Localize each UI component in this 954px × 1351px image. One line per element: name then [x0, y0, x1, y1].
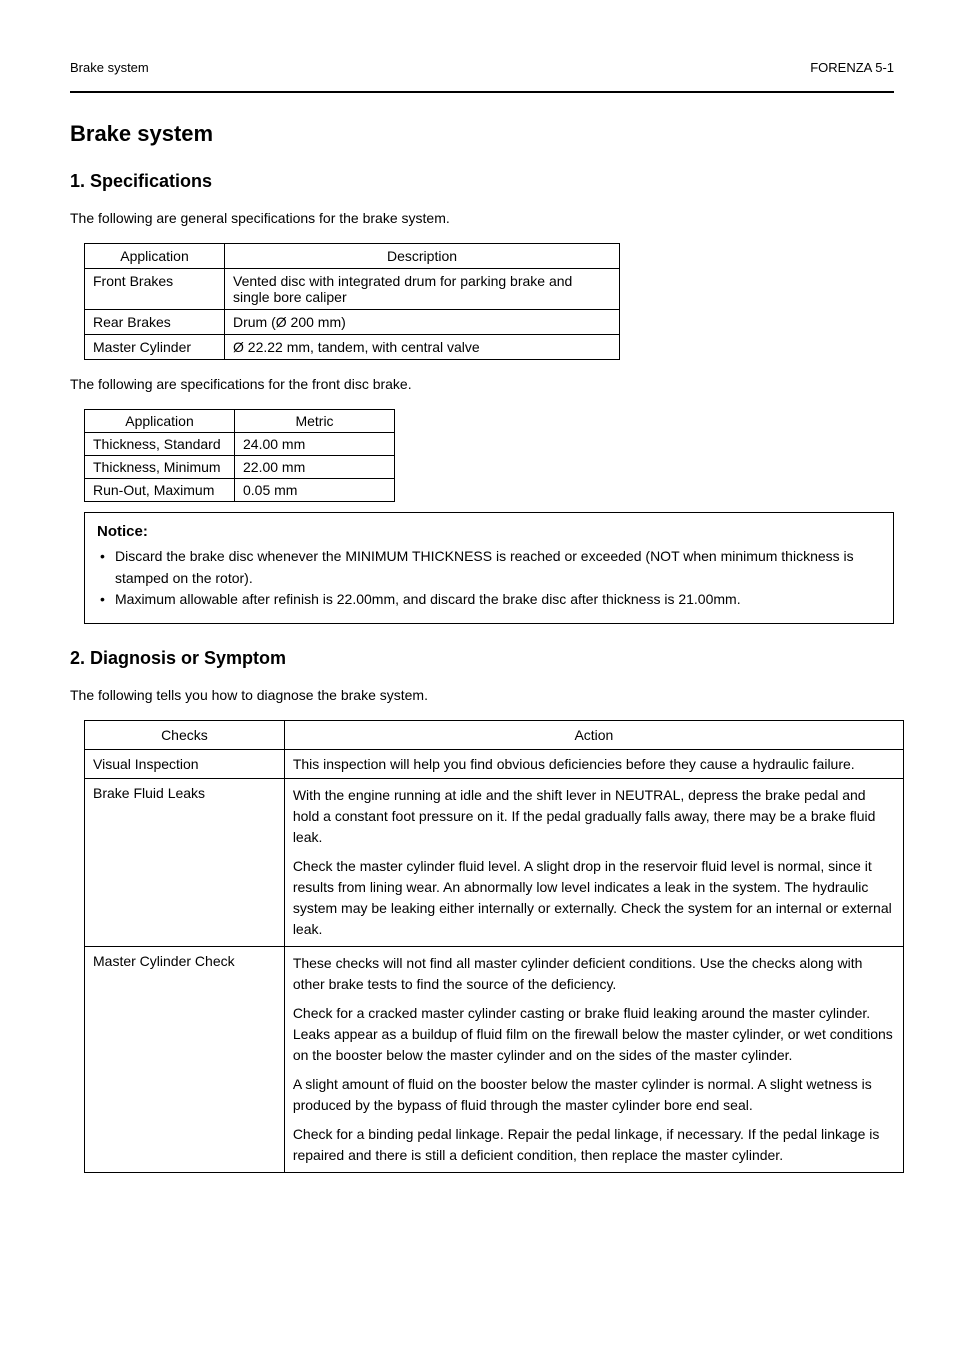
table-row: Master Cylinder Ø 22.22 mm, tandem, with…: [85, 335, 620, 360]
table3-action-cell: With the engine running at idle and the …: [284, 779, 903, 947]
table2-cell: Run-Out, Maximum: [85, 479, 235, 502]
table-row: Rear Brakes Drum (Ø 200 mm): [85, 310, 620, 335]
notice-item: Maximum allowable after refinish is 22.0…: [97, 589, 881, 611]
notice-box: Notice: Discard the brake disc whenever …: [84, 512, 894, 624]
table3-action-paragraph: Check for a cracked master cylinder cast…: [293, 1003, 895, 1066]
diagnosis-table: Checks Action Visual Inspection This ins…: [84, 720, 904, 1173]
table3-action-paragraph: With the engine running at idle and the …: [293, 785, 895, 848]
notice-title: Notice:: [97, 523, 881, 540]
general-spec-table: Application Description Front Brakes Ven…: [84, 243, 620, 360]
section2-intro: The following tells you how to diagnose …: [70, 685, 894, 706]
table-row: Thickness, Standard 24.00 mm: [85, 433, 395, 456]
table3-header-checks: Checks: [85, 721, 285, 750]
table2-cell: Thickness, Standard: [85, 433, 235, 456]
table1-cell: Front Brakes: [85, 269, 225, 310]
table-row: Visual Inspection This inspection will h…: [85, 750, 904, 779]
header-right: FORENZA 5-1: [810, 60, 894, 75]
table3-action-cell: These checks will not find all master cy…: [284, 947, 903, 1173]
header-rule: [70, 91, 894, 93]
table3-action-paragraph: These checks will not find all master cy…: [293, 953, 895, 995]
table2-header-metric: Metric: [235, 410, 395, 433]
table3-checks-cell: Master Cylinder Check: [85, 947, 285, 1173]
table2-cell: 24.00 mm: [235, 433, 395, 456]
table3-header-action: Action: [284, 721, 903, 750]
section2-heading: 2. Diagnosis or Symptom: [70, 648, 894, 669]
page-title: Brake system: [70, 121, 894, 147]
header-left: Brake system: [70, 60, 149, 75]
table3-checks-cell: Visual Inspection: [85, 750, 285, 779]
table-row: Brake Fluid Leaks With the engine runnin…: [85, 779, 904, 947]
table3-action-paragraph: Check for a binding pedal linkage. Repai…: [293, 1124, 895, 1166]
table1-cell: Ø 22.22 mm, tandem, with central valve: [225, 335, 620, 360]
table3-checks-cell: Brake Fluid Leaks: [85, 779, 285, 947]
section1-intro: The following are general specifications…: [70, 208, 894, 229]
table1-header-description: Description: [225, 244, 620, 269]
notice-list: Discard the brake disc whenever the MINI…: [97, 546, 881, 611]
section1-midtext: The following are specifications for the…: [70, 374, 894, 395]
notice-item: Discard the brake disc whenever the MINI…: [97, 546, 881, 589]
table1-cell: Rear Brakes: [85, 310, 225, 335]
table2-cell: 0.05 mm: [235, 479, 395, 502]
front-disc-spec-table: Application Metric Thickness, Standard 2…: [84, 409, 395, 502]
page-header: Brake system FORENZA 5-1: [70, 60, 894, 75]
table1-cell: Vented disc with integrated drum for par…: [225, 269, 620, 310]
table1-cell: Drum (Ø 200 mm): [225, 310, 620, 335]
table3-action-paragraph: A slight amount of fluid on the booster …: [293, 1074, 895, 1116]
table3-action-cell: This inspection will help you find obvio…: [284, 750, 903, 779]
table-row: Master Cylinder Check These checks will …: [85, 947, 904, 1173]
table-row: Front Brakes Vented disc with integrated…: [85, 269, 620, 310]
section1-heading: 1. Specifications: [70, 171, 894, 192]
table2-cell: 22.00 mm: [235, 456, 395, 479]
table1-cell: Master Cylinder: [85, 335, 225, 360]
table2-cell: Thickness, Minimum: [85, 456, 235, 479]
table-row: Thickness, Minimum 22.00 mm: [85, 456, 395, 479]
table3-action-paragraph: Check the master cylinder fluid level. A…: [293, 856, 895, 940]
table1-header-application: Application: [85, 244, 225, 269]
table2-header-application: Application: [85, 410, 235, 433]
table-row: Run-Out, Maximum 0.05 mm: [85, 479, 395, 502]
